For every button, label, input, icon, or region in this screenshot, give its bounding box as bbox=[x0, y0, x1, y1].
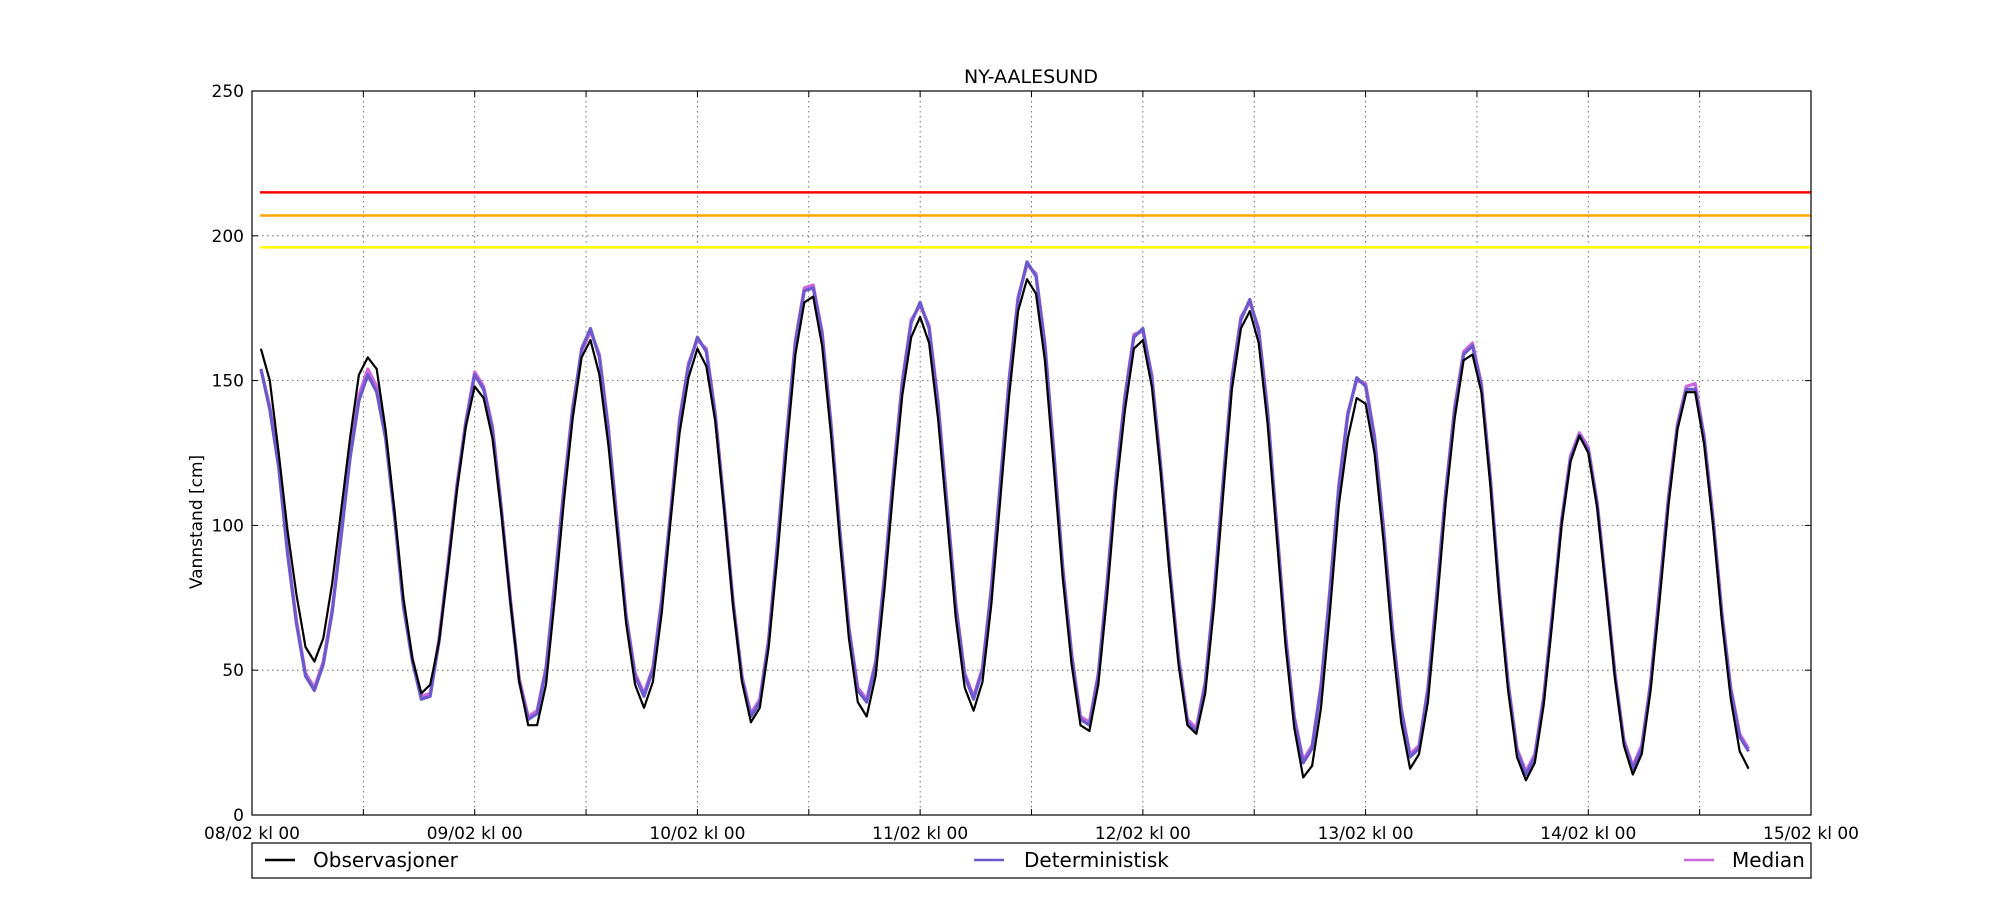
series-lines bbox=[259, 260, 1750, 782]
x-axis-ticks: 08/02 kl 00 09/02 kl 00 10/02 kl 00 11/02 k… bbox=[204, 91, 1859, 844]
threshold-lines bbox=[260, 191, 1811, 249]
series-line-deterministisk bbox=[259, 260, 1750, 777]
x-tick-label: 11/02 kl 00 bbox=[872, 824, 968, 844]
y-tick-label: 100 bbox=[212, 516, 244, 536]
legend-label-deterministisk: Deterministisk bbox=[1024, 848, 1169, 872]
x-tick-label: 14/02 kl 00 bbox=[1540, 824, 1636, 844]
y-tick-label: 50 bbox=[222, 661, 244, 681]
legend: Observasjoner Deterministisk Median bbox=[251, 842, 1812, 879]
series-line-median bbox=[259, 263, 1750, 774]
legend-label-observasjoner: Observasjoner bbox=[313, 848, 459, 872]
series-line-observasjoner bbox=[259, 278, 1750, 782]
y-tick-label: 250 bbox=[212, 82, 244, 102]
x-tick-label: 10/02 kl 00 bbox=[649, 824, 745, 844]
x-tick-label: 15/02 kl 00 bbox=[1763, 824, 1859, 844]
x-tick-label: 12/02 kl 00 bbox=[1095, 824, 1191, 844]
grid bbox=[252, 91, 1811, 815]
legend-label-median: Median bbox=[1732, 848, 1805, 872]
chart-title: NY-AALESUND bbox=[964, 66, 1098, 88]
x-tick-label: 08/02 kl 00 bbox=[204, 824, 300, 844]
y-tick-label: 200 bbox=[212, 227, 244, 247]
x-tick-label: 09/02 kl 00 bbox=[427, 824, 523, 844]
legend-frame bbox=[251, 842, 1812, 879]
y-tick-label: 150 bbox=[212, 372, 244, 392]
y-axis-label: Vannstand [cm] bbox=[187, 455, 207, 589]
y-axis-ticks: 0 50 100 150 200 250 bbox=[212, 82, 1811, 826]
y-tick-label: 0 bbox=[233, 806, 244, 826]
x-tick-label: 13/02 kl 00 bbox=[1318, 824, 1414, 844]
